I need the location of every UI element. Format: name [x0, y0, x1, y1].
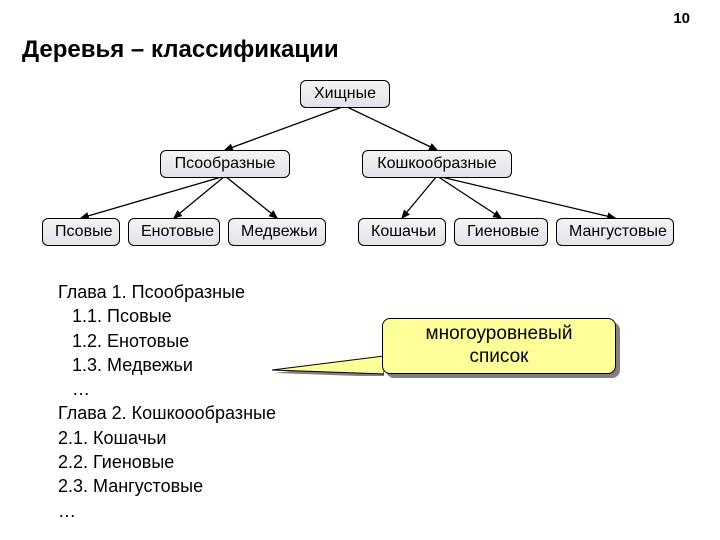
callout-box: многоуровневый список [382, 318, 616, 374]
tree-node: Медвежьи [228, 218, 326, 246]
list-item: 2.1. Кошачьи [58, 426, 276, 450]
list-item: 2.2. Гиеновые [58, 450, 276, 474]
list-item: 1.3. Медвежьи [58, 353, 276, 377]
callout: многоуровневый список [382, 318, 620, 378]
tree-node: Енотовые [128, 218, 220, 246]
tree-node: Мангустовые [556, 218, 674, 246]
callout-line2: список [383, 346, 615, 369]
callout-tail [272, 352, 384, 376]
tree-node: Хищные [300, 80, 390, 108]
list-item: 1.2. Енотовые [58, 329, 276, 353]
tree-node: Кошачьи [358, 218, 446, 246]
list-item: … [58, 377, 276, 401]
page-number: 10 [673, 10, 690, 27]
multilevel-list: Глава 1. Псообразные1.1. Псовые1.2. Енот… [58, 280, 276, 523]
tree-node: Гиеновые [454, 218, 548, 246]
callout-line1: многоуровневый [383, 323, 615, 346]
tree-node: Кошкообразные [362, 150, 512, 178]
list-item: 2.3. Мангустовые [58, 474, 276, 498]
list-item: 1.1. Псовые [58, 304, 276, 328]
tree-node: Псовые [42, 218, 120, 246]
list-item: … [58, 499, 276, 523]
list-item: Глава 1. Псообразные [58, 280, 276, 304]
classification-tree: Хищные Псообразные Кошкообразные Псовые Енот… [0, 78, 720, 258]
tree-node: Псообразные [160, 150, 290, 178]
page-title: Деревья – классификации [22, 36, 339, 64]
list-item: Глава 2. Кошкоообразные [58, 401, 276, 425]
